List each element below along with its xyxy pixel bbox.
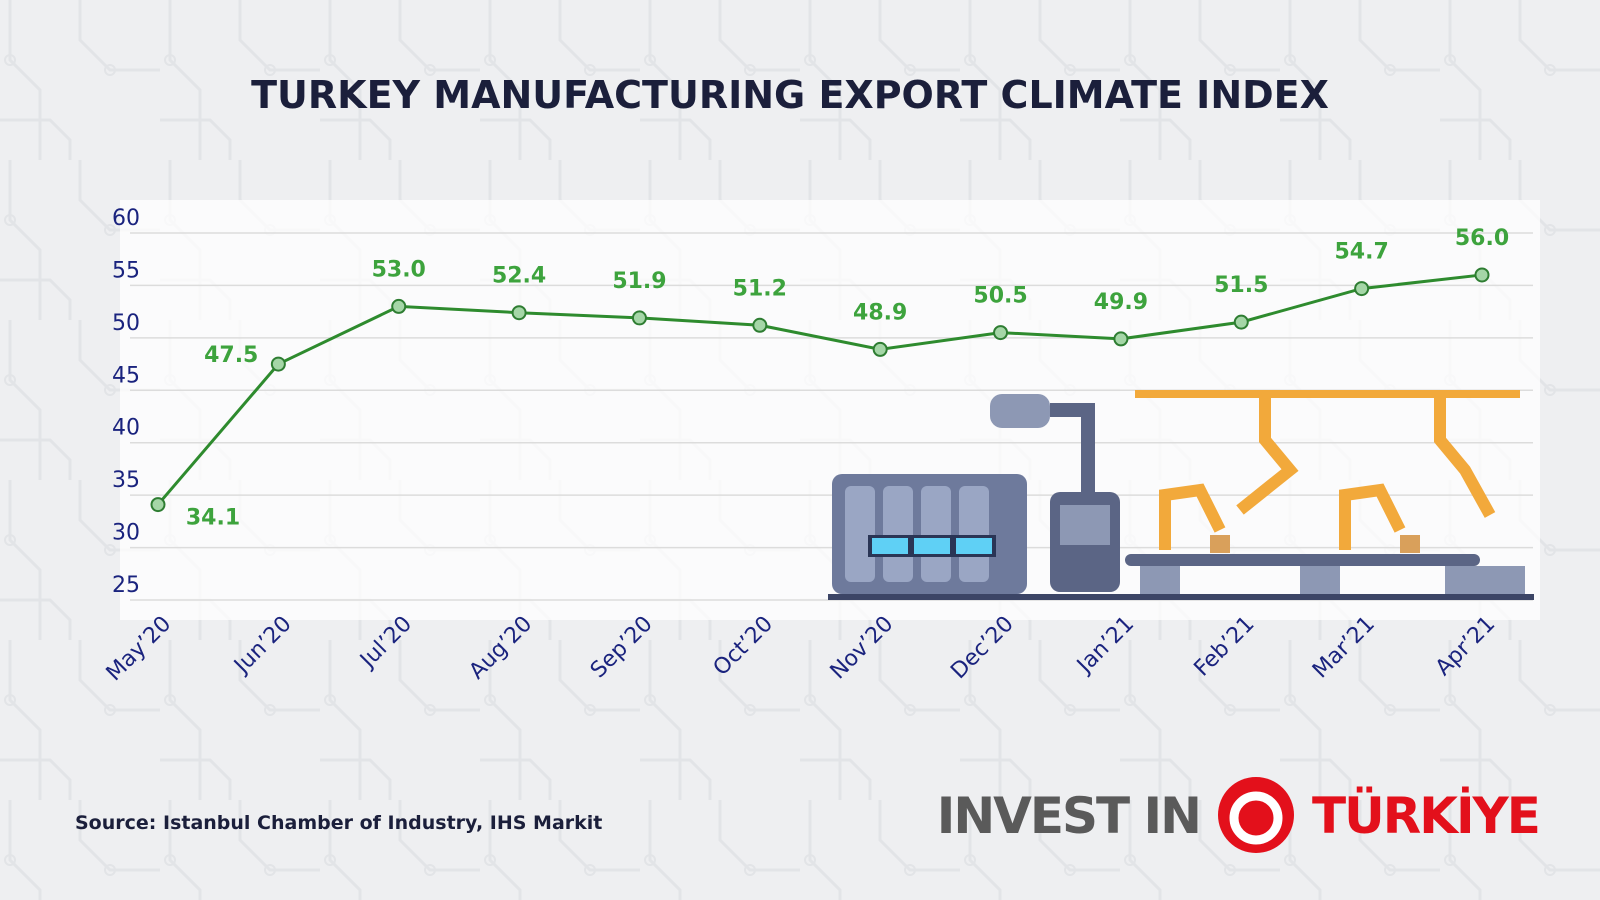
logo-emblem-ring (1229, 791, 1283, 845)
data-point (1474, 267, 1490, 283)
data-label: 56.0 (1455, 226, 1509, 251)
logo-text-right: TÜRKİYE (1312, 786, 1539, 845)
data-label: 34.1 (186, 506, 240, 531)
data-label: 48.9 (853, 300, 907, 325)
logo: INVEST IN TÜRKİYE (937, 777, 1541, 853)
data-label: 47.5 (204, 343, 258, 368)
plot-background (120, 200, 1540, 620)
data-point (752, 317, 768, 333)
y-tick-label: 25 (112, 573, 140, 598)
data-label: 54.7 (1334, 240, 1388, 265)
y-tick-label: 40 (112, 416, 140, 441)
data-point (993, 325, 1009, 341)
data-point (1113, 331, 1129, 347)
y-tick-label: 30 (112, 521, 140, 546)
source-note: Source: Istanbul Chamber of Industry, IH… (75, 812, 602, 834)
data-point (150, 497, 166, 513)
data-label: 52.4 (492, 264, 546, 289)
data-point (270, 356, 286, 372)
y-tick-label: 35 (112, 468, 140, 493)
data-point (872, 341, 888, 357)
factory-illustration (828, 390, 1534, 600)
data-label: 51.9 (612, 269, 666, 294)
data-point (1233, 314, 1249, 330)
data-label: 50.5 (973, 284, 1027, 309)
y-tick-label: 50 (112, 311, 140, 336)
data-label: 51.5 (1214, 273, 1268, 298)
y-tick-label: 60 (112, 206, 140, 231)
data-point (511, 305, 527, 321)
chart-title: TURKEY MANUFACTURING EXPORT CLIMATE INDE… (251, 73, 1329, 117)
series-line (156, 273, 1483, 506)
data-point (631, 310, 647, 326)
data-label: 51.2 (733, 276, 787, 301)
data-point (391, 298, 407, 314)
data-label: 49.9 (1094, 290, 1148, 315)
y-tick-label: 55 (112, 258, 140, 283)
plot: 34.1 47.5 53.0 52.4 51.9 51.2 48.9 50.5 49.9 51.5… (150, 226, 1509, 531)
logo-text-left: INVEST IN (937, 787, 1200, 845)
data-point (1354, 281, 1370, 297)
data-label: 53.0 (372, 257, 426, 282)
y-tick-label: 45 (112, 363, 140, 388)
